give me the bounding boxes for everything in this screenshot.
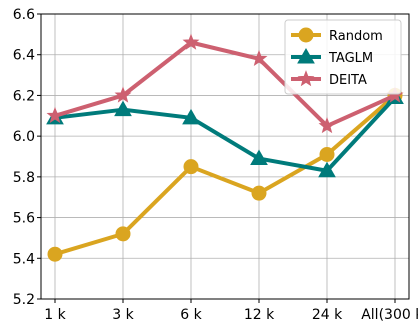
y-tick-label: 6.0 xyxy=(13,129,35,145)
legend-marker xyxy=(298,27,314,43)
data-point-random xyxy=(319,146,335,162)
series-line-deita xyxy=(53,40,397,128)
series-line-taglm xyxy=(53,95,397,173)
data-point-random xyxy=(47,246,63,262)
legend-item-random: Random xyxy=(291,27,383,44)
x-tick-label: 12 k xyxy=(244,307,275,322)
x-tick-label: 6 k xyxy=(180,307,202,322)
y-tick-label: 6.4 xyxy=(13,48,35,64)
y-tick-label: 6.6 xyxy=(13,7,35,23)
x-tick-label: 1 k xyxy=(44,307,66,322)
y-tick-label: 5.6 xyxy=(13,211,35,227)
legend: Random TAGLM DEITA xyxy=(284,19,402,95)
legend-label: TAGLM xyxy=(328,51,373,66)
y-axis: 5.2 5.4 5.6 5.8 6.0 6.2 6.4 6.6 xyxy=(13,7,41,308)
y-tick-label: 6.2 xyxy=(13,88,35,104)
data-point-taglm xyxy=(250,149,268,166)
data-point-taglm xyxy=(182,108,200,125)
legend-item-deita: DEITA xyxy=(291,70,367,88)
data-point-deita xyxy=(318,117,336,134)
plot-area-frame xyxy=(40,13,410,300)
data-point-deita xyxy=(46,106,64,123)
data-point-random xyxy=(115,226,131,242)
y-tick-label: 5.2 xyxy=(13,292,35,308)
data-point-random xyxy=(183,159,199,175)
x-tick-label: 24 k xyxy=(312,307,343,322)
x-tick-label: All(300 k) xyxy=(361,307,418,322)
data-point-deita xyxy=(182,33,200,50)
legend-label: Random xyxy=(329,29,383,44)
legend-marker xyxy=(297,70,315,87)
data-point-taglm xyxy=(318,161,336,178)
legend-marker xyxy=(297,47,315,64)
data-point-taglm xyxy=(114,100,132,117)
x-axis: 1 k 3 k 6 k 12 k 24 k All(300 k) xyxy=(44,299,418,322)
data-point-deita xyxy=(250,49,268,66)
data-point-random xyxy=(251,185,267,201)
series-line-random xyxy=(53,93,397,257)
x-tick-label: 3 k xyxy=(112,307,134,322)
legend-label: DEITA xyxy=(329,73,367,88)
legend-box xyxy=(284,19,402,95)
data-point-deita xyxy=(114,86,132,103)
y-tick-label: 5.4 xyxy=(13,251,35,267)
y-tick-label: 5.8 xyxy=(13,170,35,186)
legend-item-taglm: TAGLM xyxy=(291,47,373,66)
